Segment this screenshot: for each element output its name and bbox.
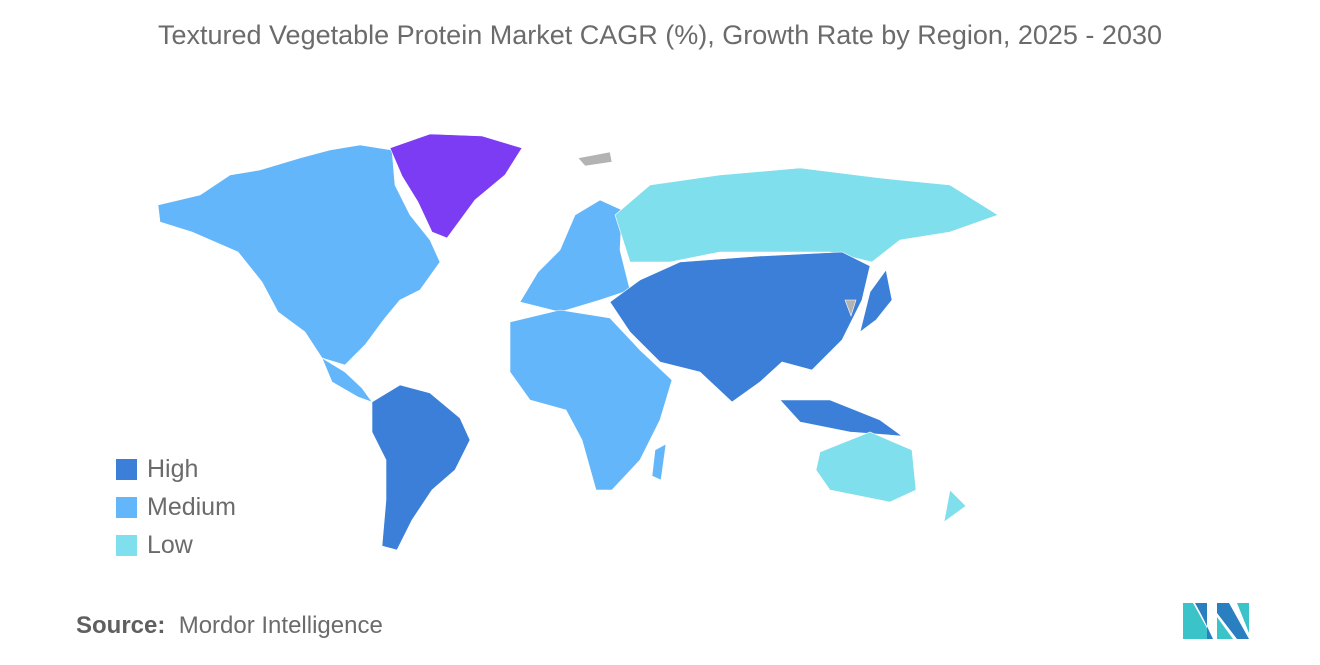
region-russia xyxy=(614,167,999,263)
legend-item-medium: Medium xyxy=(116,488,236,526)
region-africa xyxy=(509,309,673,491)
legend-label: High xyxy=(147,454,199,483)
region-central-america xyxy=(321,357,373,403)
legend-label: Medium xyxy=(147,492,236,521)
region-new-zealand xyxy=(943,489,967,523)
region-indonesia xyxy=(779,399,904,437)
region-north-america xyxy=(157,144,441,366)
legend: High Medium Low xyxy=(116,450,236,564)
region-south-america xyxy=(371,384,471,551)
region-korea xyxy=(844,299,857,317)
source-label: Source: xyxy=(76,612,166,639)
region-asia xyxy=(609,251,871,403)
region-australia xyxy=(815,431,917,503)
region-madagascar xyxy=(651,443,667,481)
legend-swatch xyxy=(116,496,137,518)
region-greenland xyxy=(389,133,523,239)
legend-item-low: Low xyxy=(116,526,236,564)
mordor-logo xyxy=(1183,603,1249,639)
region-japan xyxy=(859,269,893,333)
legend-item-high: High xyxy=(116,450,236,488)
legend-swatch xyxy=(116,534,137,556)
region-svalbard xyxy=(577,151,613,167)
legend-swatch xyxy=(116,458,137,480)
region-europe xyxy=(519,199,631,313)
chart-title: Textured Vegetable Protein Market CAGR (… xyxy=(157,20,1162,50)
legend-label: Low xyxy=(147,530,193,559)
source-value: Mordor Intelligence xyxy=(178,612,383,639)
source-note: Source: Mordor Intelligence xyxy=(76,612,383,640)
